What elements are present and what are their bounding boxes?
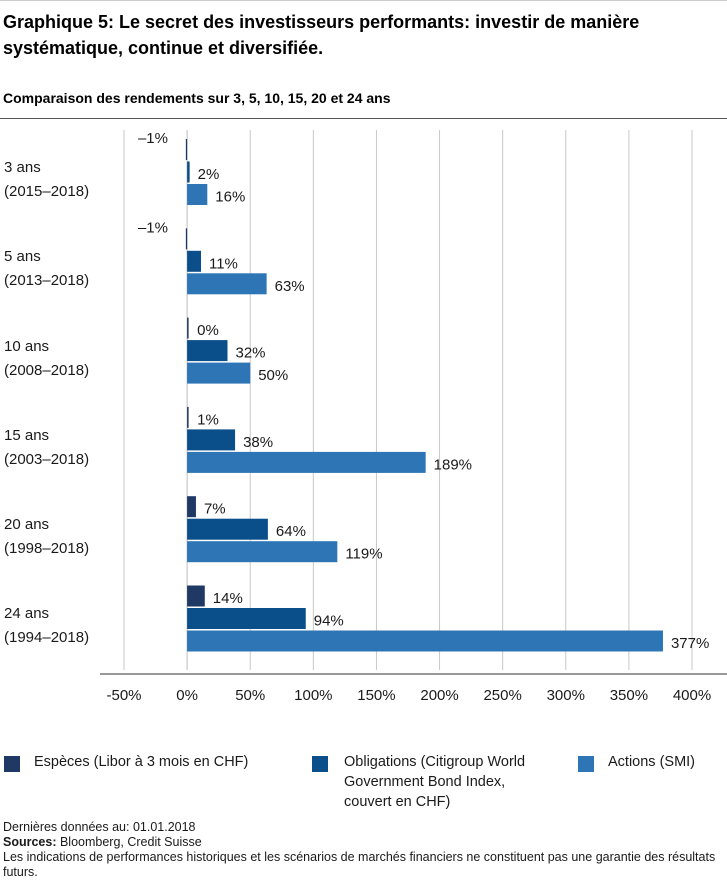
chart-footer: Dernières données au: 01.01.2018 Sources… (3, 820, 725, 880)
bar (187, 429, 236, 451)
data-label: 63% (275, 278, 305, 295)
bar (187, 518, 268, 540)
row-label-line2: (2003–2018) (4, 451, 90, 468)
footer-date: Dernières données au: 01.01.2018 (3, 820, 196, 834)
bar (187, 496, 196, 518)
footer-sources-text: Bloomberg, Credit Suisse (56, 835, 202, 849)
legend-label: Government Bond Index, (344, 774, 506, 790)
bar (187, 608, 306, 629)
x-tick-label: 50% (235, 687, 265, 704)
bar (187, 451, 426, 473)
top-rule (0, 0, 727, 1)
bar (185, 139, 188, 160)
x-tick-label: 0% (176, 687, 198, 704)
row-label-15y: 15 ans (2003–2018) (4, 424, 89, 472)
data-label: –1% (138, 130, 168, 147)
bar (187, 541, 338, 563)
x-tick-label: 250% (483, 687, 521, 704)
data-label: 7% (204, 501, 226, 518)
data-label: 32% (236, 345, 266, 362)
legend-swatch (4, 756, 20, 772)
x-tick-label: 350% (610, 687, 648, 704)
bar (185, 228, 188, 250)
header-separator (0, 118, 727, 119)
data-label: 14% (213, 590, 243, 607)
row-label-10y: 10 ans (2008–2018) (4, 335, 89, 383)
data-label: 11% (209, 255, 238, 272)
data-label: 1% (197, 411, 219, 428)
row-label-20y: 20 ans (1998–2018) (4, 513, 89, 561)
row-label-line1: 5 ans (4, 248, 41, 265)
data-label: 16% (215, 189, 245, 206)
row-label-line2: (1998–2018) (4, 540, 90, 557)
bar (187, 184, 208, 205)
x-tick-label: 400% (673, 687, 711, 704)
bar (187, 340, 228, 362)
data-label: 38% (243, 434, 273, 451)
data-label: 2% (198, 166, 220, 183)
chart-legend: Espèces (Libor à 3 mois en CHF) Obligati… (0, 752, 727, 812)
row-label-line1: 20 ans (4, 516, 50, 533)
bar (187, 317, 189, 339)
bar-chart: -50% 0% 50% 100% 150% 200% 250% 300% 350% 400% –1%… (100, 130, 727, 704)
data-label: 0% (197, 322, 219, 339)
chart-title: Graphique 5: Le secret des investisseurs… (3, 12, 640, 58)
legend-label: Actions (SMI) (608, 754, 696, 770)
x-tick-label: 200% (420, 687, 458, 704)
row-label-line2: (2013–2018) (4, 272, 90, 289)
bar (187, 250, 201, 272)
x-tick-label: 150% (357, 687, 395, 704)
bar (187, 630, 663, 652)
row-label-3y: 3 ans (2015–2018) (4, 156, 89, 204)
legend-label: Espèces (Libor à 3 mois en CHF) (34, 754, 249, 770)
row-label-line2: (1994–2018) (4, 629, 90, 646)
legend-swatch (312, 756, 328, 772)
data-label: –1% (138, 219, 168, 236)
x-tick-label: 100% (294, 687, 332, 704)
row-label-line1: 15 ans (4, 427, 50, 444)
row-label-5y: 5 ans (2013–2018) (4, 245, 89, 293)
row-label-line1: 24 ans (4, 605, 50, 622)
data-label: 377% (671, 635, 709, 652)
x-tick-label: -50% (106, 687, 141, 704)
row-label-24y: 24 ans (1994–2018) (4, 602, 89, 650)
bar (187, 585, 205, 607)
data-label: 94% (314, 613, 344, 630)
data-label: 119% (345, 546, 382, 563)
legend-label: couvert en CHF) (344, 794, 451, 810)
legend-label: Obligations (Citigroup World (344, 754, 526, 770)
chart-subtitle: Comparaison des rendements sur 3, 5, 10,… (3, 90, 391, 106)
data-label: 189% (434, 456, 472, 473)
footer-disclaimer: Les indications de performances historiq… (3, 850, 716, 879)
row-label-line1: 10 ans (4, 338, 50, 355)
bar (187, 273, 267, 295)
data-label: 50% (258, 367, 288, 384)
bar (187, 406, 189, 428)
data-label: 64% (276, 523, 306, 540)
row-label-line1: 3 ans (4, 159, 41, 176)
row-label-line2: (2008–2018) (4, 362, 90, 379)
legend-swatch (578, 756, 594, 772)
footer-sources-label: Sources: (3, 835, 57, 849)
bar (187, 362, 251, 384)
bar (187, 161, 190, 183)
footer-sources: Sources: Bloomberg, Credit Suisse (3, 835, 725, 850)
row-label-line2: (2015–2018) (4, 183, 90, 200)
x-tick-label: 300% (547, 687, 585, 704)
